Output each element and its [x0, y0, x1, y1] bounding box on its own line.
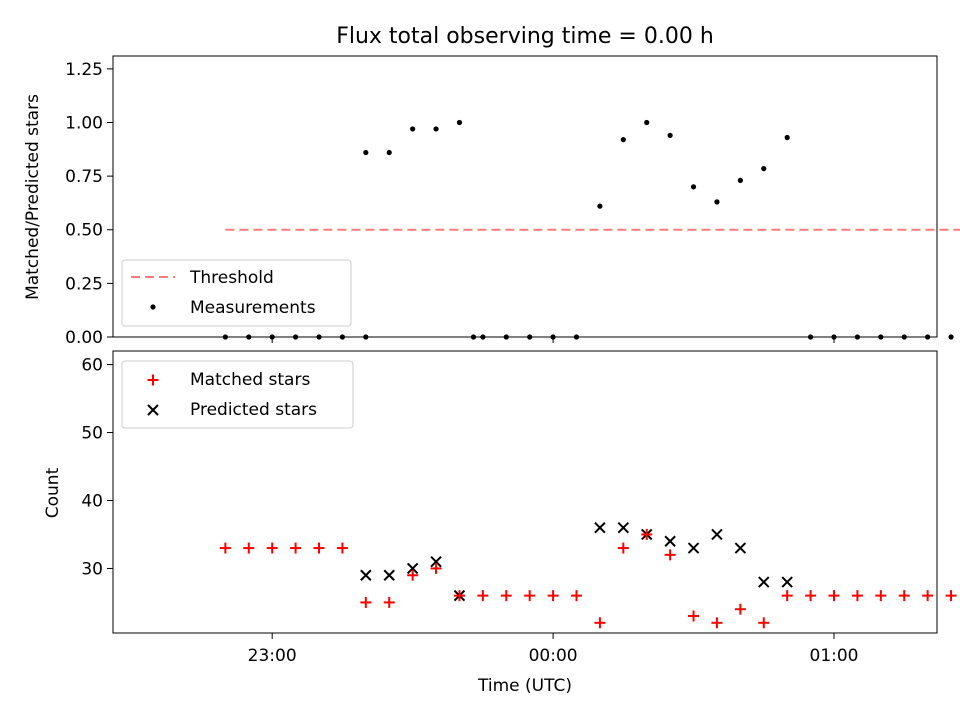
matched-star-point: [945, 590, 957, 602]
matched-star-point: [290, 542, 302, 554]
predicted-star-point: [594, 521, 606, 534]
matched-star-point: [430, 562, 442, 574]
top-y-tick-label: 1.25: [65, 60, 103, 80]
matched-star-point: [898, 590, 910, 602]
top-legend: Threshold Measurements: [121, 259, 352, 327]
x-tick-label: 01:00: [810, 646, 859, 666]
bottom-panel-marks: [219, 521, 957, 629]
predicted-star-point: [617, 521, 630, 534]
bottom-y-tick-label: 30: [81, 559, 103, 579]
bottom-y-axis: 30 40 50 60: [81, 356, 113, 579]
matched-star-point: [336, 542, 348, 554]
bottom-y-tick-label: 50: [81, 424, 103, 444]
measurement-point: [620, 137, 626, 143]
legend-threshold-label: Threshold: [189, 268, 274, 288]
matched-star-point: [641, 528, 653, 540]
matched-star-point: [383, 596, 395, 608]
matched-star-point: [266, 542, 278, 554]
measurement-point: [737, 177, 743, 184]
matched-star-point: [243, 542, 255, 554]
legend-measurements-swatch: [150, 304, 156, 310]
measurement-point: [784, 134, 790, 141]
matched-star-point: [360, 596, 372, 608]
measurement-point: [667, 132, 673, 138]
top-y-tick-label: 0.75: [65, 167, 103, 187]
matched-star-point: [219, 542, 231, 554]
top-panel: 0.00 0.25 0.50 0.75 1.00 1.25 Matched/Predict…: [23, 55, 960, 348]
top-y-tick-label: 0.25: [65, 274, 103, 294]
predicted-star-point: [360, 569, 372, 581]
predicted-star-point: [781, 576, 793, 588]
measurement-point: [456, 119, 463, 126]
legend-measurements-label: Measurements: [190, 298, 316, 318]
measurement-point: [597, 203, 603, 209]
top-y-tick-label: 0.50: [65, 221, 103, 241]
legend-predicted-label: Predicted stars: [190, 400, 317, 420]
measurement-point: [433, 126, 439, 132]
measurement-point: [644, 119, 650, 126]
matched-star-point: [664, 549, 676, 561]
measurement-point: [948, 334, 954, 340]
x-tick-label: 00:00: [529, 646, 578, 666]
bottom-y-axis-label: Count: [43, 467, 63, 518]
predicted-star-point: [711, 528, 723, 541]
top-legend-box: [121, 259, 352, 327]
measurement-point: [761, 166, 767, 172]
matched-star-point: [805, 590, 817, 602]
matched-star-point: [313, 542, 325, 554]
matched-star-point: [524, 590, 536, 602]
bottom-legend-box: [121, 360, 354, 429]
legend-matched-swatch: [147, 374, 159, 386]
predicted-star-point: [687, 542, 700, 554]
matched-star-point: [781, 590, 793, 602]
measurement-point: [410, 126, 416, 132]
predicted-star-point: [430, 555, 442, 568]
predicted-star-point: [734, 542, 747, 554]
x-tick-label: 23:00: [248, 646, 297, 666]
matched-star-point: [477, 590, 489, 602]
predicted-star-point: [758, 576, 770, 588]
matched-star-point: [547, 590, 559, 602]
matched-star-point: [571, 590, 582, 602]
predicted-star-point: [383, 569, 395, 581]
chart-title: Flux total observing time = 0.00 h: [336, 24, 714, 49]
legend-matched-label: Matched stars: [190, 370, 310, 390]
measurement-point: [386, 149, 392, 156]
matched-star-point: [594, 617, 606, 629]
bottom-y-tick-label: 40: [81, 491, 103, 511]
bottom-panel-frame: [112, 350, 938, 634]
measurement-point: [690, 184, 697, 190]
matched-star-point: [875, 590, 887, 602]
predicted-star-point: [664, 535, 676, 547]
legend-predicted-swatch: [147, 404, 159, 416]
matched-star-point: [453, 590, 465, 602]
measurement-point: [363, 149, 369, 156]
top-y-axis-label: Matched/Predicted stars: [23, 94, 43, 300]
top-y-tick-label: 1.00: [65, 113, 103, 133]
matched-star-point: [851, 590, 863, 602]
matched-star-point: [688, 610, 700, 622]
top-x-ticks: [271, 337, 835, 343]
top-y-tick-label: 0.00: [65, 328, 103, 348]
matched-star-point: [407, 569, 419, 581]
matched-star-point: [758, 617, 770, 629]
matched-star-point: [828, 590, 840, 602]
x-axis-label: Time (UTC): [477, 676, 572, 696]
measurement-point: [714, 199, 720, 205]
top-panel-frame: [112, 55, 938, 338]
predicted-star-point: [406, 562, 419, 575]
matched-star-point: [922, 590, 934, 602]
matched-star-point: [711, 617, 723, 629]
matched-star-point: [500, 590, 512, 602]
matched-star-point: [617, 542, 629, 554]
bottom-legend: Matched stars Predicted stars: [121, 360, 354, 429]
bottom-y-tick-label: 60: [81, 356, 103, 376]
matched-star-point: [734, 603, 746, 615]
top-y-axis: 0.00 0.25 0.50 0.75 1.00 1.25: [65, 60, 113, 348]
